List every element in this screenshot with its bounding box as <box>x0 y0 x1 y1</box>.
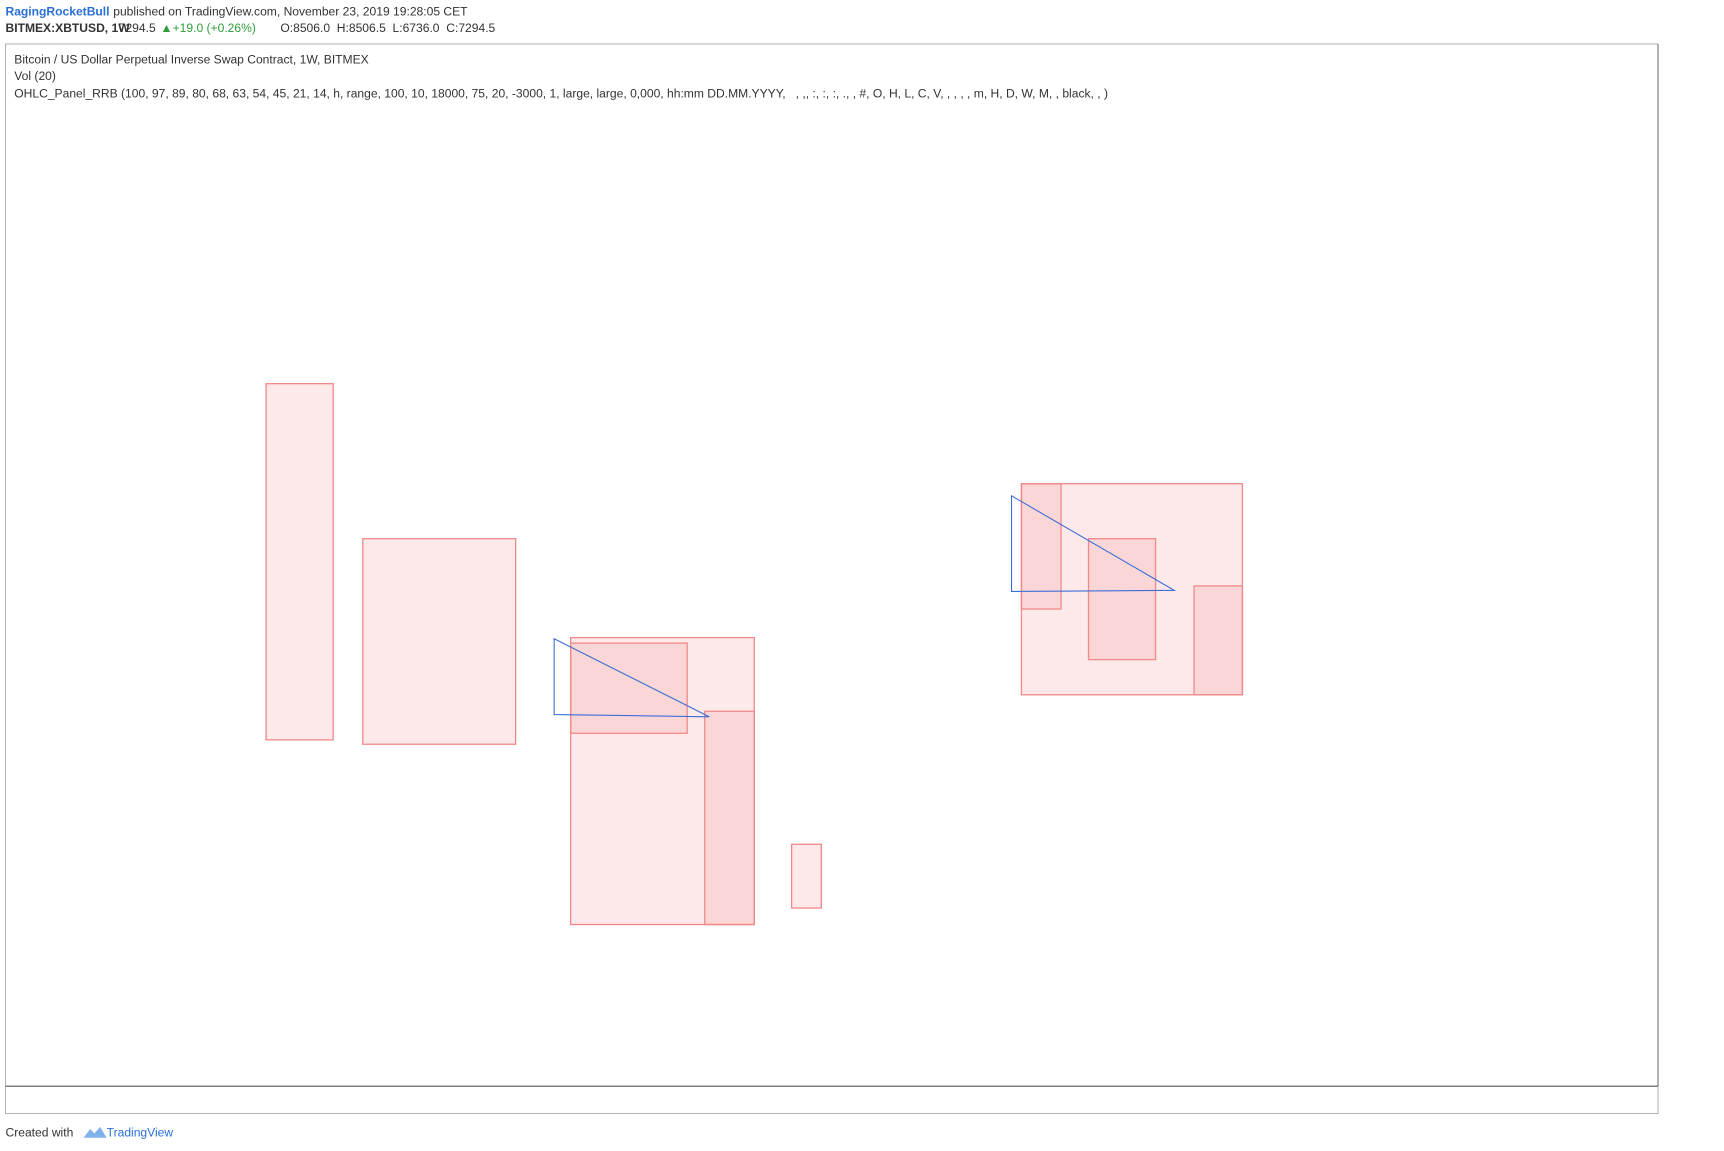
symbol: BITMEX:XBTUSD, 1W <box>5 21 130 35</box>
last-price: 7294.5 <box>119 21 156 35</box>
ohlc: O:8506.0 H:8506.5 L:6736.0 C:7294.5 <box>280 21 495 35</box>
box <box>362 538 517 745</box>
change-arrow: ▲ <box>161 21 173 35</box>
annotation-boxes <box>265 383 1244 926</box>
triangle <box>1010 494 1177 592</box>
change: +19.0 (+0.26%) <box>173 21 256 35</box>
triangle-patterns <box>553 494 1177 718</box>
box <box>1193 585 1244 696</box>
frame <box>5 43 1659 1114</box>
box <box>569 642 688 734</box>
chart-title: Bitcoin / US Dollar Perpetual Inverse Sw… <box>14 53 368 67</box>
logo <box>83 1126 107 1138</box>
footer-created: Created with <box>5 1126 73 1140</box>
indicator-title: OHLC_Panel_RRB (100, 97, 89, 80, 68, 63,… <box>14 87 1108 101</box>
published: published on TradingView.com, November 2… <box>113 4 468 18</box>
triangle <box>553 637 710 718</box>
volume-title: Vol (20) <box>14 69 56 83</box>
box <box>1020 483 1062 610</box>
footer-brand: TradingView <box>107 1126 174 1140</box>
box <box>1087 538 1157 661</box>
box <box>790 843 822 909</box>
author: RagingRocketBull <box>5 4 109 18</box>
box <box>265 383 334 741</box>
box <box>704 710 755 926</box>
box <box>569 636 755 926</box>
